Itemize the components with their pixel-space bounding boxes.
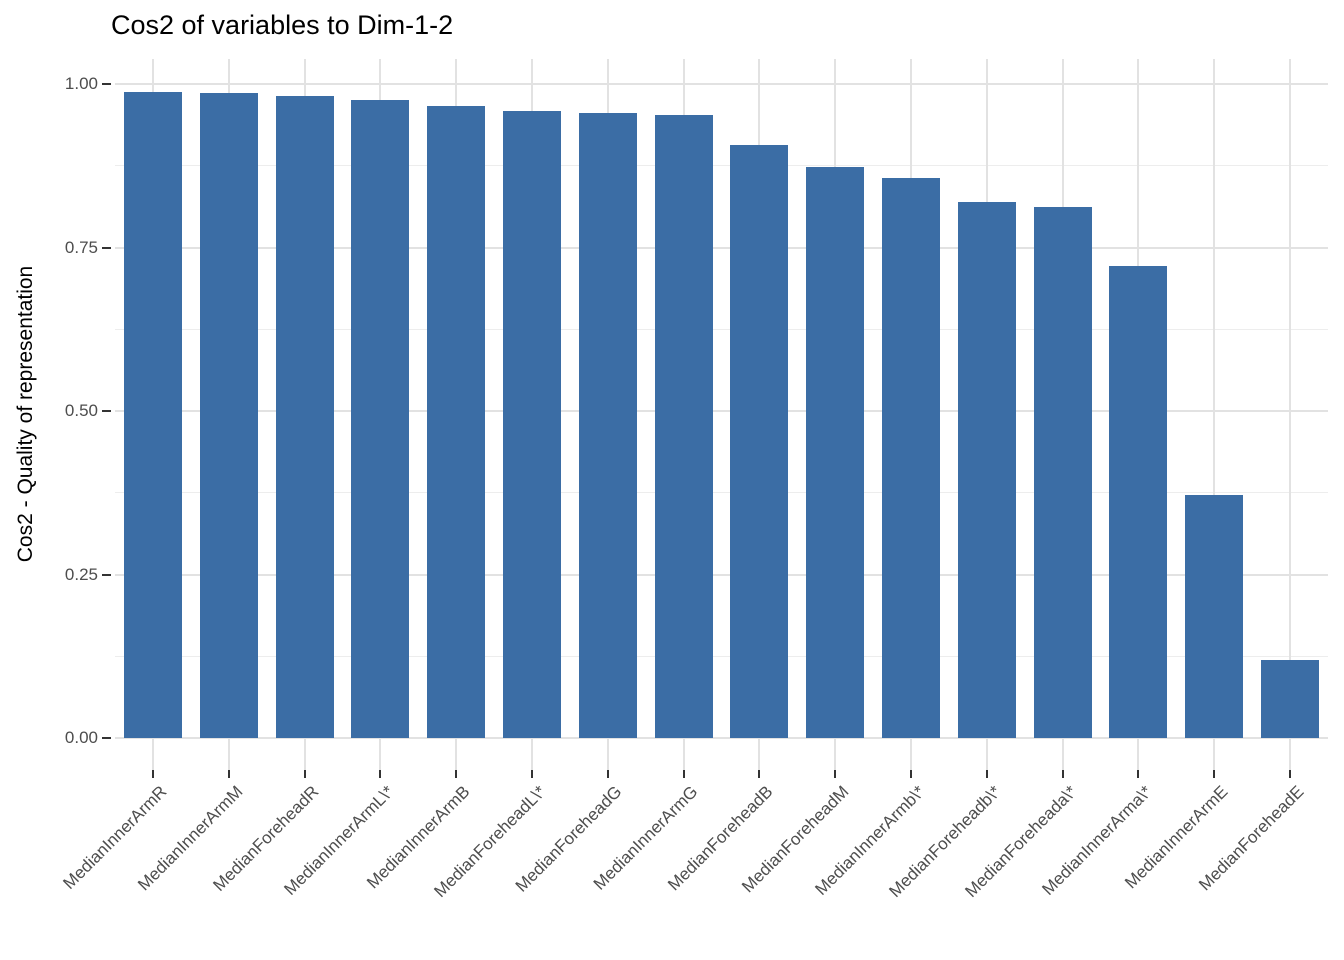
bar	[882, 177, 941, 738]
x-axis-tick	[303, 770, 306, 778]
y-major-gridline	[115, 246, 1328, 249]
bar	[730, 145, 789, 738]
x-axis-tick	[379, 770, 382, 778]
chart-title: Cos2 of variables to Dim-1-2	[111, 10, 454, 40]
x-axis-tick	[758, 770, 761, 778]
y-axis-tick-label: 1.00	[64, 74, 98, 93]
bar	[1185, 494, 1244, 738]
y-minor-gridline	[115, 655, 1328, 657]
y-major-gridline	[115, 83, 1328, 85]
bar	[1033, 206, 1092, 738]
x-axis-tick	[1213, 770, 1216, 778]
y-minor-gridline	[115, 492, 1328, 494]
x-axis-tick	[1137, 770, 1140, 778]
x-axis-tick	[151, 770, 154, 778]
bar	[1109, 265, 1168, 738]
y-axis-tick-label: 0.50	[64, 401, 98, 420]
y-axis-tick	[102, 737, 111, 739]
x-axis-tick	[834, 770, 837, 778]
y-axis-tick	[102, 410, 111, 412]
bar	[806, 167, 865, 738]
y-axis-tick	[102, 83, 111, 85]
x-axis-tick	[606, 770, 609, 778]
x-axis-tick	[985, 770, 988, 778]
x-axis-tick	[682, 770, 685, 778]
bar	[1261, 659, 1320, 738]
x-axis-tick	[1289, 770, 1292, 778]
x-axis-tick	[530, 770, 533, 778]
bar	[123, 91, 182, 738]
bar	[502, 110, 561, 738]
x-major-gridline	[1289, 59, 1292, 770]
bar	[275, 96, 334, 738]
bar	[578, 113, 637, 738]
bar	[427, 106, 486, 738]
bar	[957, 201, 1016, 738]
y-major-gridline	[115, 573, 1328, 576]
y-major-gridline	[115, 737, 1328, 739]
y-minor-gridline	[115, 165, 1328, 167]
y-minor-gridline	[115, 328, 1328, 330]
y-axis-tick	[102, 573, 111, 576]
y-axis-tick-label: 0.25	[64, 564, 98, 584]
x-major-gridline	[1213, 59, 1216, 770]
y-axis-tick-label: 0.75	[64, 237, 98, 257]
x-axis-tick	[227, 770, 230, 778]
x-axis-tick	[910, 770, 913, 778]
bar	[199, 93, 258, 738]
y-major-gridline	[115, 410, 1328, 412]
bar	[351, 100, 410, 738]
bar	[654, 114, 713, 738]
x-axis-tick	[455, 770, 458, 778]
x-axis-tick	[1061, 770, 1064, 778]
y-axis-tick	[102, 246, 111, 249]
y-axis-tick-label: 0.00	[64, 728, 98, 747]
